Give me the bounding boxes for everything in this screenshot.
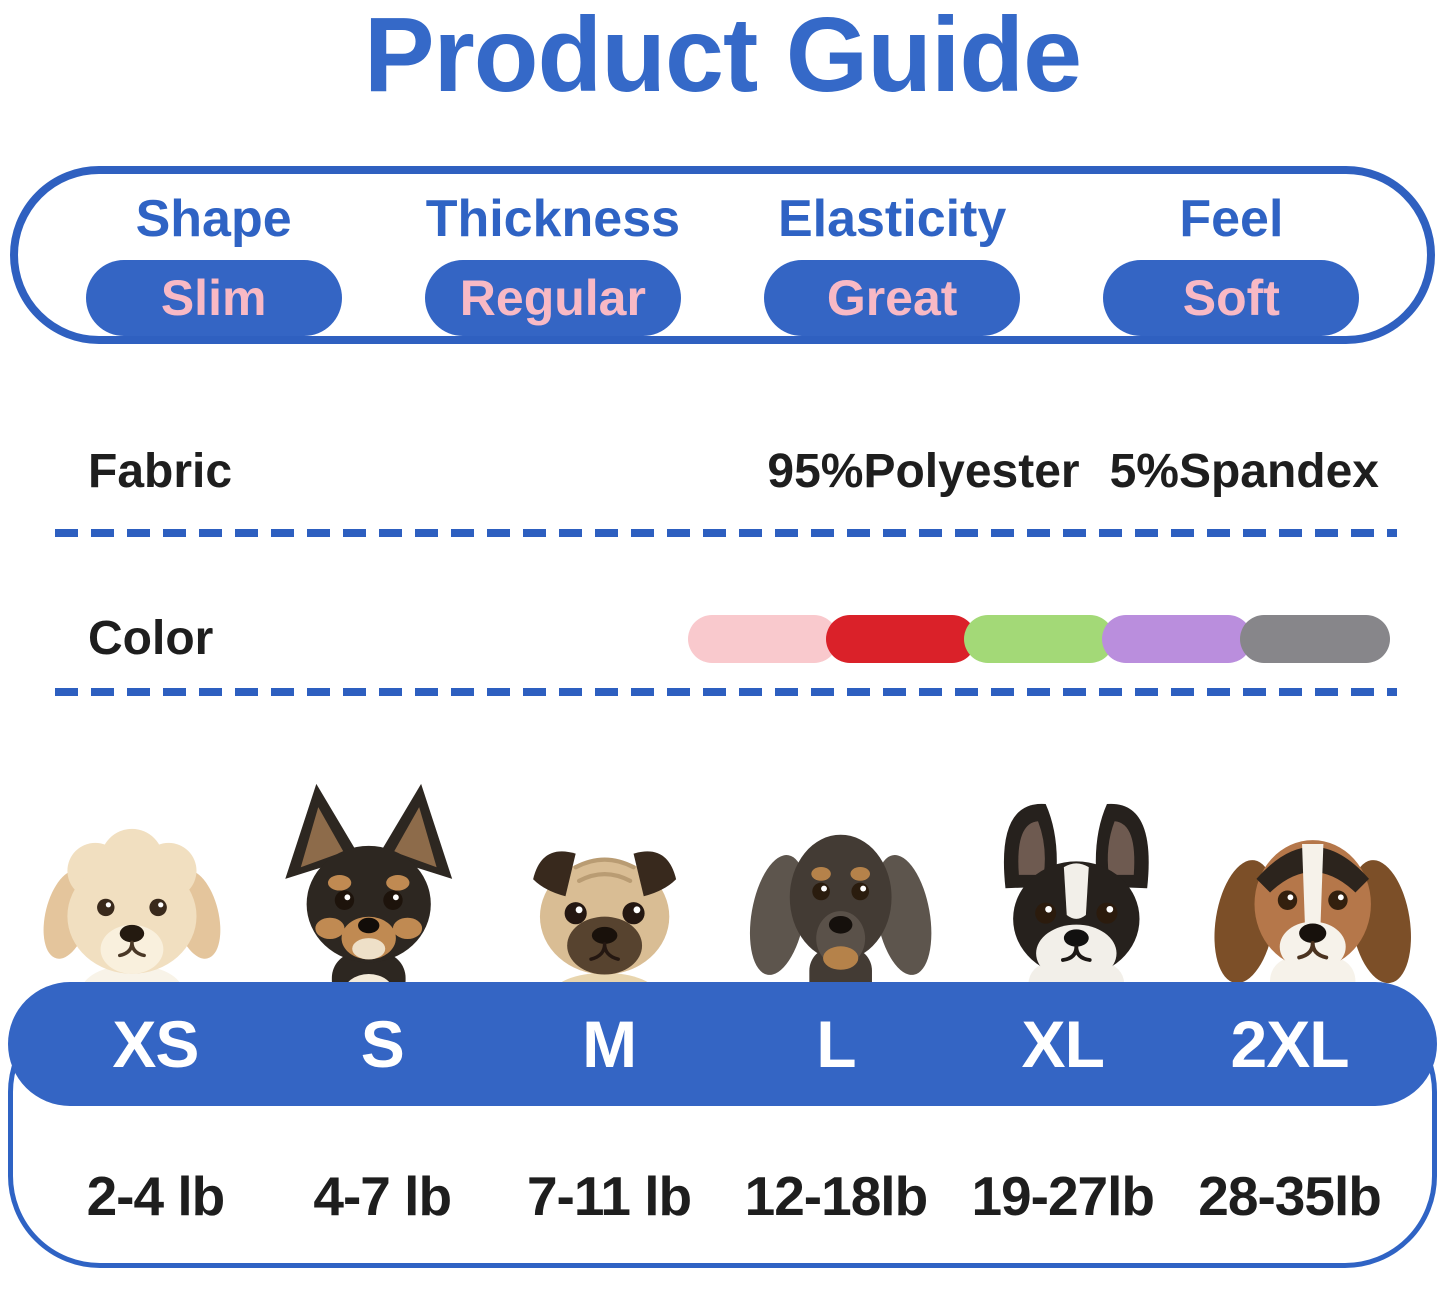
attribute-label: Shape [135, 190, 292, 248]
size-label-s: S [360, 1007, 405, 1081]
dog-cell-xs [14, 801, 250, 1006]
attribute-elasticity: Elasticity Great [723, 174, 1062, 336]
color-swatch-green [964, 614, 1114, 663]
page-title: Product Guide [363, 0, 1082, 114]
size-label-xl: XL [1021, 1007, 1105, 1081]
attribute-value-pill: Soft [1103, 259, 1360, 336]
dog-cell-m [486, 806, 722, 1006]
dog-cell-2xl [1195, 778, 1431, 1006]
weights-row: 2-4 lb 4-7 lb 7-11 lb 12-18lb 19-27lb 28… [8, 1164, 1437, 1228]
dog-cell-l [723, 776, 959, 1006]
attribute-value-pill: Slim [85, 259, 342, 336]
fabric-label: Fabric [88, 445, 233, 498]
weight-label-xs: 2-4 lb [86, 1165, 226, 1227]
attribute-feel: Feel Soft [1062, 174, 1401, 336]
weight-label-m: 7-11 lb [526, 1165, 692, 1227]
size-band: XS S M L XL 2XL [8, 982, 1437, 1106]
size-label-m: M [582, 1007, 637, 1081]
dashed-divider-2 [55, 688, 1397, 696]
weight-label-s: 4-7 lb [313, 1165, 452, 1227]
attribute-value: Slim [160, 269, 267, 326]
attribute-value-pill: Regular [424, 259, 681, 336]
color-swatch-red [826, 614, 976, 663]
attribute-value-pill: Great [764, 259, 1021, 336]
size-label-xs: XS [112, 1007, 199, 1081]
fabric-composition: 95%Polyester 5%Spandex [767, 444, 1379, 499]
weight-label-xl: 19-27lb [971, 1165, 1155, 1227]
fabric-spandex-value: 5%Spandex [1109, 445, 1379, 498]
color-label: Color [88, 612, 214, 665]
dog-image-pug [532, 851, 676, 1006]
attribute-value: Regular [459, 269, 646, 326]
size-label-2xl: 2XL [1230, 1007, 1350, 1081]
weight-label-l: 12-18lb [744, 1165, 929, 1227]
dashed-divider-1 [55, 529, 1397, 537]
fabric-row: Fabric 95%Polyester 5%Spandex [88, 444, 1379, 499]
attribute-value: Great [826, 269, 958, 326]
dog-image-chihuahua [284, 783, 452, 1006]
fabric-polyester-value: 95%Polyester [767, 445, 1080, 498]
dog-cell-s [250, 778, 486, 1006]
dog-cell-xl [959, 781, 1195, 1006]
attribute-thickness: Thickness Regular [383, 174, 722, 336]
color-swatches [688, 614, 1390, 663]
color-swatch-purple [1102, 614, 1252, 663]
weight-label-2xl: 28-35lb [1198, 1165, 1382, 1227]
attribute-label: Thickness [425, 190, 681, 248]
dog-image-french-bulldog [1004, 803, 1150, 1006]
size-chart: XS S M L XL 2XL 2-4 lb 4-7 lb 7-11 lb 12… [8, 982, 1437, 1274]
attribute-shape: Shape Slim [44, 174, 383, 336]
color-swatch-gray [1240, 614, 1390, 663]
color-row: Color [88, 611, 1390, 666]
attributes-panel: Shape Slim Thickness Regular Elasticity … [10, 166, 1435, 344]
dog-image-beagle [1214, 840, 1412, 1006]
color-swatch-light-pink [688, 614, 838, 663]
size-label-l: L [816, 1007, 856, 1081]
attribute-label: Feel [1179, 190, 1284, 248]
attribute-label: Elasticity [777, 190, 1007, 248]
attribute-value: Soft [1182, 269, 1280, 326]
dog-photos-row [10, 772, 1435, 1006]
dog-image-dachshund [749, 834, 932, 1006]
dog-image-maltese-puppy [43, 828, 221, 1006]
